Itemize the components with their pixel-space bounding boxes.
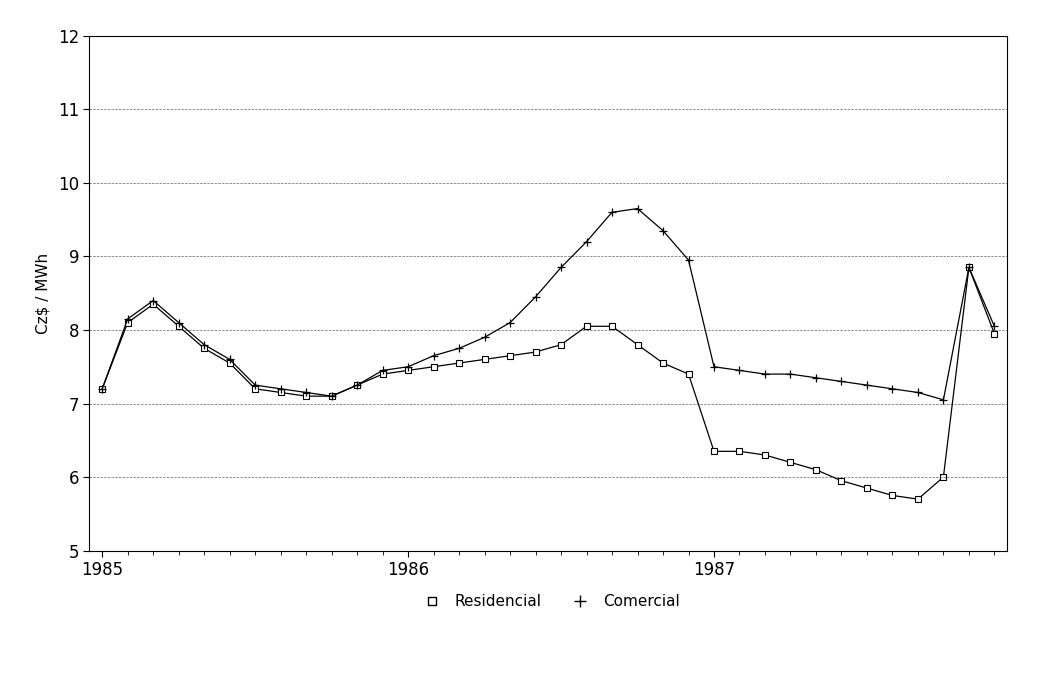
Residencial — [504, 352, 516, 360]
Comercial — [300, 388, 313, 396]
Residencial — [682, 370, 695, 379]
Comercial — [249, 381, 262, 390]
Residencial — [606, 322, 618, 330]
Residencial — [963, 263, 975, 271]
Comercial — [529, 293, 541, 301]
Comercial — [453, 344, 465, 352]
Comercial — [988, 322, 1000, 330]
Comercial — [428, 352, 440, 360]
Residencial — [758, 451, 771, 459]
Residencial — [555, 341, 567, 349]
Residencial — [172, 322, 185, 330]
Residencial — [938, 473, 950, 481]
Comercial — [784, 370, 797, 379]
Comercial — [657, 227, 670, 235]
Comercial — [912, 388, 924, 396]
Residencial — [657, 359, 670, 367]
Residencial — [350, 381, 363, 390]
Residencial — [300, 392, 313, 401]
Comercial — [223, 355, 236, 363]
Comercial — [274, 385, 287, 393]
Comercial — [350, 381, 363, 390]
Comercial — [708, 363, 721, 371]
Y-axis label: Cz$ / MWh: Cz$ / MWh — [35, 253, 51, 334]
Residencial — [784, 458, 797, 466]
Comercial — [963, 263, 975, 271]
Residencial — [529, 348, 541, 356]
Comercial — [733, 366, 746, 374]
Comercial — [860, 381, 873, 390]
Comercial — [198, 341, 211, 349]
Comercial — [580, 238, 592, 246]
Residencial — [887, 491, 899, 499]
Comercial — [809, 374, 822, 382]
Residencial — [428, 363, 440, 371]
Comercial — [325, 392, 338, 401]
Residencial — [223, 359, 236, 367]
Residencial — [631, 341, 644, 349]
Comercial — [758, 370, 771, 379]
Comercial — [147, 296, 160, 304]
Comercial — [402, 363, 414, 371]
Comercial — [835, 377, 848, 385]
Line: Comercial: Comercial — [98, 205, 998, 404]
Residencial — [835, 477, 848, 485]
Residencial — [733, 447, 746, 455]
Residencial — [860, 484, 873, 492]
Comercial — [377, 366, 389, 374]
Comercial — [479, 333, 491, 341]
Residencial — [377, 370, 389, 379]
Residencial — [988, 330, 1000, 338]
Residencial — [96, 385, 108, 393]
Comercial — [121, 315, 134, 323]
Residencial — [809, 466, 822, 474]
Residencial — [402, 366, 414, 374]
Comercial — [606, 208, 618, 216]
Comercial — [682, 256, 695, 264]
Comercial — [887, 385, 899, 393]
Residencial — [453, 359, 465, 367]
Residencial — [479, 355, 491, 363]
Residencial — [708, 447, 721, 455]
Residencial — [147, 300, 160, 308]
Comercial — [555, 263, 567, 271]
Residencial — [249, 385, 262, 393]
Residencial — [274, 388, 287, 396]
Legend: Residencial, Comercial: Residencial, Comercial — [411, 588, 686, 615]
Residencial — [580, 322, 592, 330]
Comercial — [504, 319, 516, 327]
Comercial — [172, 319, 185, 327]
Line: Residencial: Residencial — [99, 264, 997, 502]
Comercial — [631, 205, 644, 213]
Comercial — [96, 385, 108, 393]
Residencial — [325, 392, 338, 401]
Residencial — [912, 495, 924, 504]
Residencial — [198, 344, 211, 352]
Residencial — [121, 319, 134, 327]
Comercial — [938, 396, 950, 404]
